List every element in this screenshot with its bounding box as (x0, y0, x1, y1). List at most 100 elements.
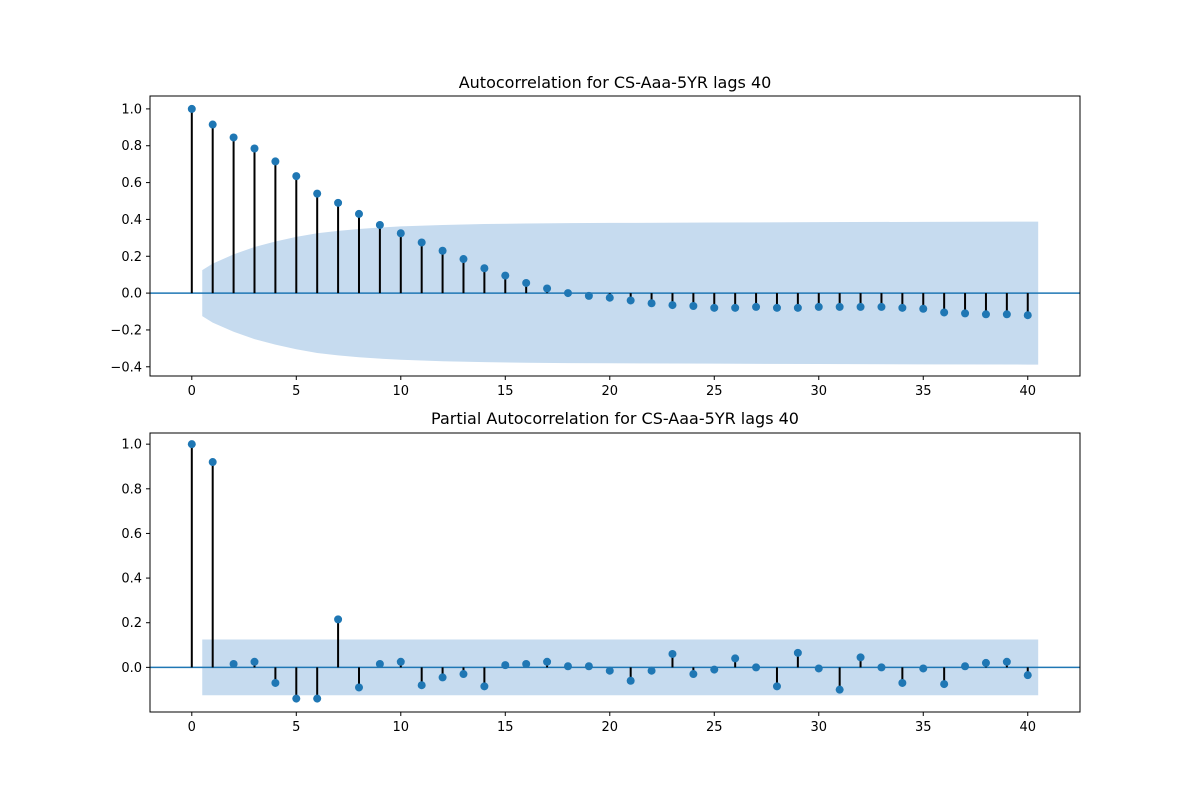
pacf-xtick-label-15: 15 (497, 720, 514, 735)
pacf-title: Partial Autocorrelation for CS-Aaa-5YR l… (431, 409, 799, 428)
pacf-point-lag-12 (438, 673, 447, 682)
acf-panel: Autocorrelation for CS-Aaa-5YR lags 40 0… (110, 73, 1081, 399)
acf-point-lag-27 (752, 302, 761, 311)
acf-point-lag-10 (396, 229, 405, 238)
acf-ytick-label-1: 1.0 (121, 102, 142, 117)
acf-axes-frame (149, 95, 1081, 377)
pacf-point-lag-25 (710, 665, 719, 674)
acf-point-lag-22 (647, 299, 656, 308)
pacf-point-lag-4 (271, 678, 280, 687)
pacf-point-lag-40 (1023, 671, 1032, 680)
acf-point-lag-18 (563, 289, 572, 298)
pacf-ytick-label-0.8: 0.8 (121, 482, 142, 497)
pacf-xtick-label-35: 35 (915, 720, 932, 735)
acf-point-lag-24 (689, 302, 698, 310)
acf-ytick-label-0.6: 0.6 (121, 176, 142, 191)
acf-point-lag-31 (835, 302, 844, 311)
pacf-xtick-label-0: 0 (188, 720, 196, 735)
acf-ytick-label-0: 0.0 (121, 287, 142, 302)
pacf-point-lag-24 (689, 670, 698, 679)
acf-xtick-label-15: 15 (497, 384, 514, 399)
acf-xtick-label-0: 0 (188, 384, 196, 399)
acf-xtick-label-25: 25 (706, 384, 723, 399)
pacf-point-lag-28 (772, 682, 781, 691)
pacf-point-lag-22 (647, 666, 656, 675)
pacf-point-lag-5 (292, 694, 301, 703)
pacf-point-lag-34 (898, 678, 907, 687)
pacf-ytick-label-0.2: 0.2 (121, 616, 142, 631)
acf-point-lag-33 (877, 302, 886, 311)
acf-point-lag-16 (522, 278, 531, 287)
pacf-point-lag-2 (229, 660, 238, 669)
pacf-point-lag-27 (752, 663, 761, 672)
acf-ytick-label--0.2: −0.2 (110, 323, 142, 338)
pacf-point-lag-16 (522, 660, 531, 669)
acf-xtick-label-40: 40 (1019, 384, 1036, 399)
pacf-point-lag-9 (375, 660, 384, 669)
acf-ytick-label-0.2: 0.2 (121, 250, 142, 265)
acf-point-lag-19 (584, 291, 593, 300)
pacf-ytick-label-1: 1.0 (121, 438, 142, 453)
pacf-point-lag-29 (793, 648, 802, 657)
acf-point-lag-14 (480, 264, 489, 273)
acf-ytick-label-0.4: 0.4 (121, 213, 142, 228)
pacf-point-lag-3 (250, 657, 259, 666)
pacf-point-lag-15 (501, 661, 510, 670)
pacf-point-lag-37 (961, 662, 970, 671)
pacf-point-lag-17 (543, 657, 552, 666)
pacf-point-lag-36 (940, 680, 949, 689)
pacf-xtick-label-20: 20 (602, 720, 619, 735)
pacf-ytick-label-0.4: 0.4 (121, 572, 142, 587)
pacf-xtick-label-25: 25 (706, 720, 723, 735)
acf-point-lag-28 (772, 303, 781, 312)
acf-point-lag-2 (229, 133, 238, 142)
acf-point-lag-6 (313, 189, 322, 198)
pacf-point-lag-23 (668, 649, 677, 658)
acf-point-lag-30 (814, 302, 823, 311)
pacf-point-lag-20 (605, 666, 614, 675)
pacf-point-lag-19 (584, 662, 593, 671)
acf-point-lag-37 (961, 309, 970, 318)
acf-point-lag-39 (1002, 310, 1011, 319)
pacf-point-lag-32 (856, 653, 865, 662)
acf-point-lag-15 (501, 271, 510, 280)
pacf-axes-frame (149, 432, 1081, 713)
pacf-point-lag-38 (981, 658, 990, 667)
acf-point-lag-25 (710, 303, 719, 312)
pacf-point-lag-31 (835, 685, 844, 694)
acf-point-lag-11 (417, 238, 426, 247)
acf-ytick-label--0.4: −0.4 (110, 360, 142, 375)
pacf-xtick-label-40: 40 (1019, 720, 1036, 735)
pacf-point-lag-39 (1002, 657, 1011, 666)
pacf-point-lag-18 (563, 662, 572, 671)
pacf-point-lag-21 (626, 676, 635, 685)
acf-xtick-label-20: 20 (602, 384, 619, 399)
pacf-xtick-label-30: 30 (810, 720, 827, 735)
acf-xtick-label-5: 5 (292, 384, 300, 399)
pacf-xtick-label-10: 10 (393, 720, 410, 735)
acf-point-lag-32 (856, 302, 865, 311)
acf-point-lag-23 (668, 301, 677, 310)
acf-point-lag-4 (271, 157, 280, 166)
pacf-point-lag-1 (208, 458, 217, 467)
pacf-ytick-label-0.6: 0.6 (121, 527, 142, 542)
acf-point-lag-1 (208, 120, 217, 129)
acf-point-lag-35 (919, 304, 928, 313)
acf-point-lag-34 (898, 303, 907, 312)
acf-point-lag-5 (292, 172, 301, 181)
pacf-panel: Partial Autocorrelation for CS-Aaa-5YR l… (121, 409, 1081, 735)
pacf-point-lag-26 (731, 654, 740, 663)
acf-point-lag-26 (731, 303, 740, 312)
acf-point-lag-29 (793, 303, 802, 312)
pacf-point-lag-8 (354, 683, 363, 692)
acf-point-lag-12 (438, 246, 447, 255)
pacf-point-lag-6 (313, 694, 322, 703)
acf-point-lag-7 (334, 198, 343, 207)
pacf-ytick-label-0: 0.0 (121, 661, 142, 676)
pacf-point-lag-35 (919, 664, 928, 673)
pacf-point-lag-7 (334, 615, 343, 624)
acf-point-lag-17 (543, 284, 552, 293)
acf-point-lag-9 (375, 220, 384, 229)
acf-xtick-label-30: 30 (810, 384, 827, 399)
